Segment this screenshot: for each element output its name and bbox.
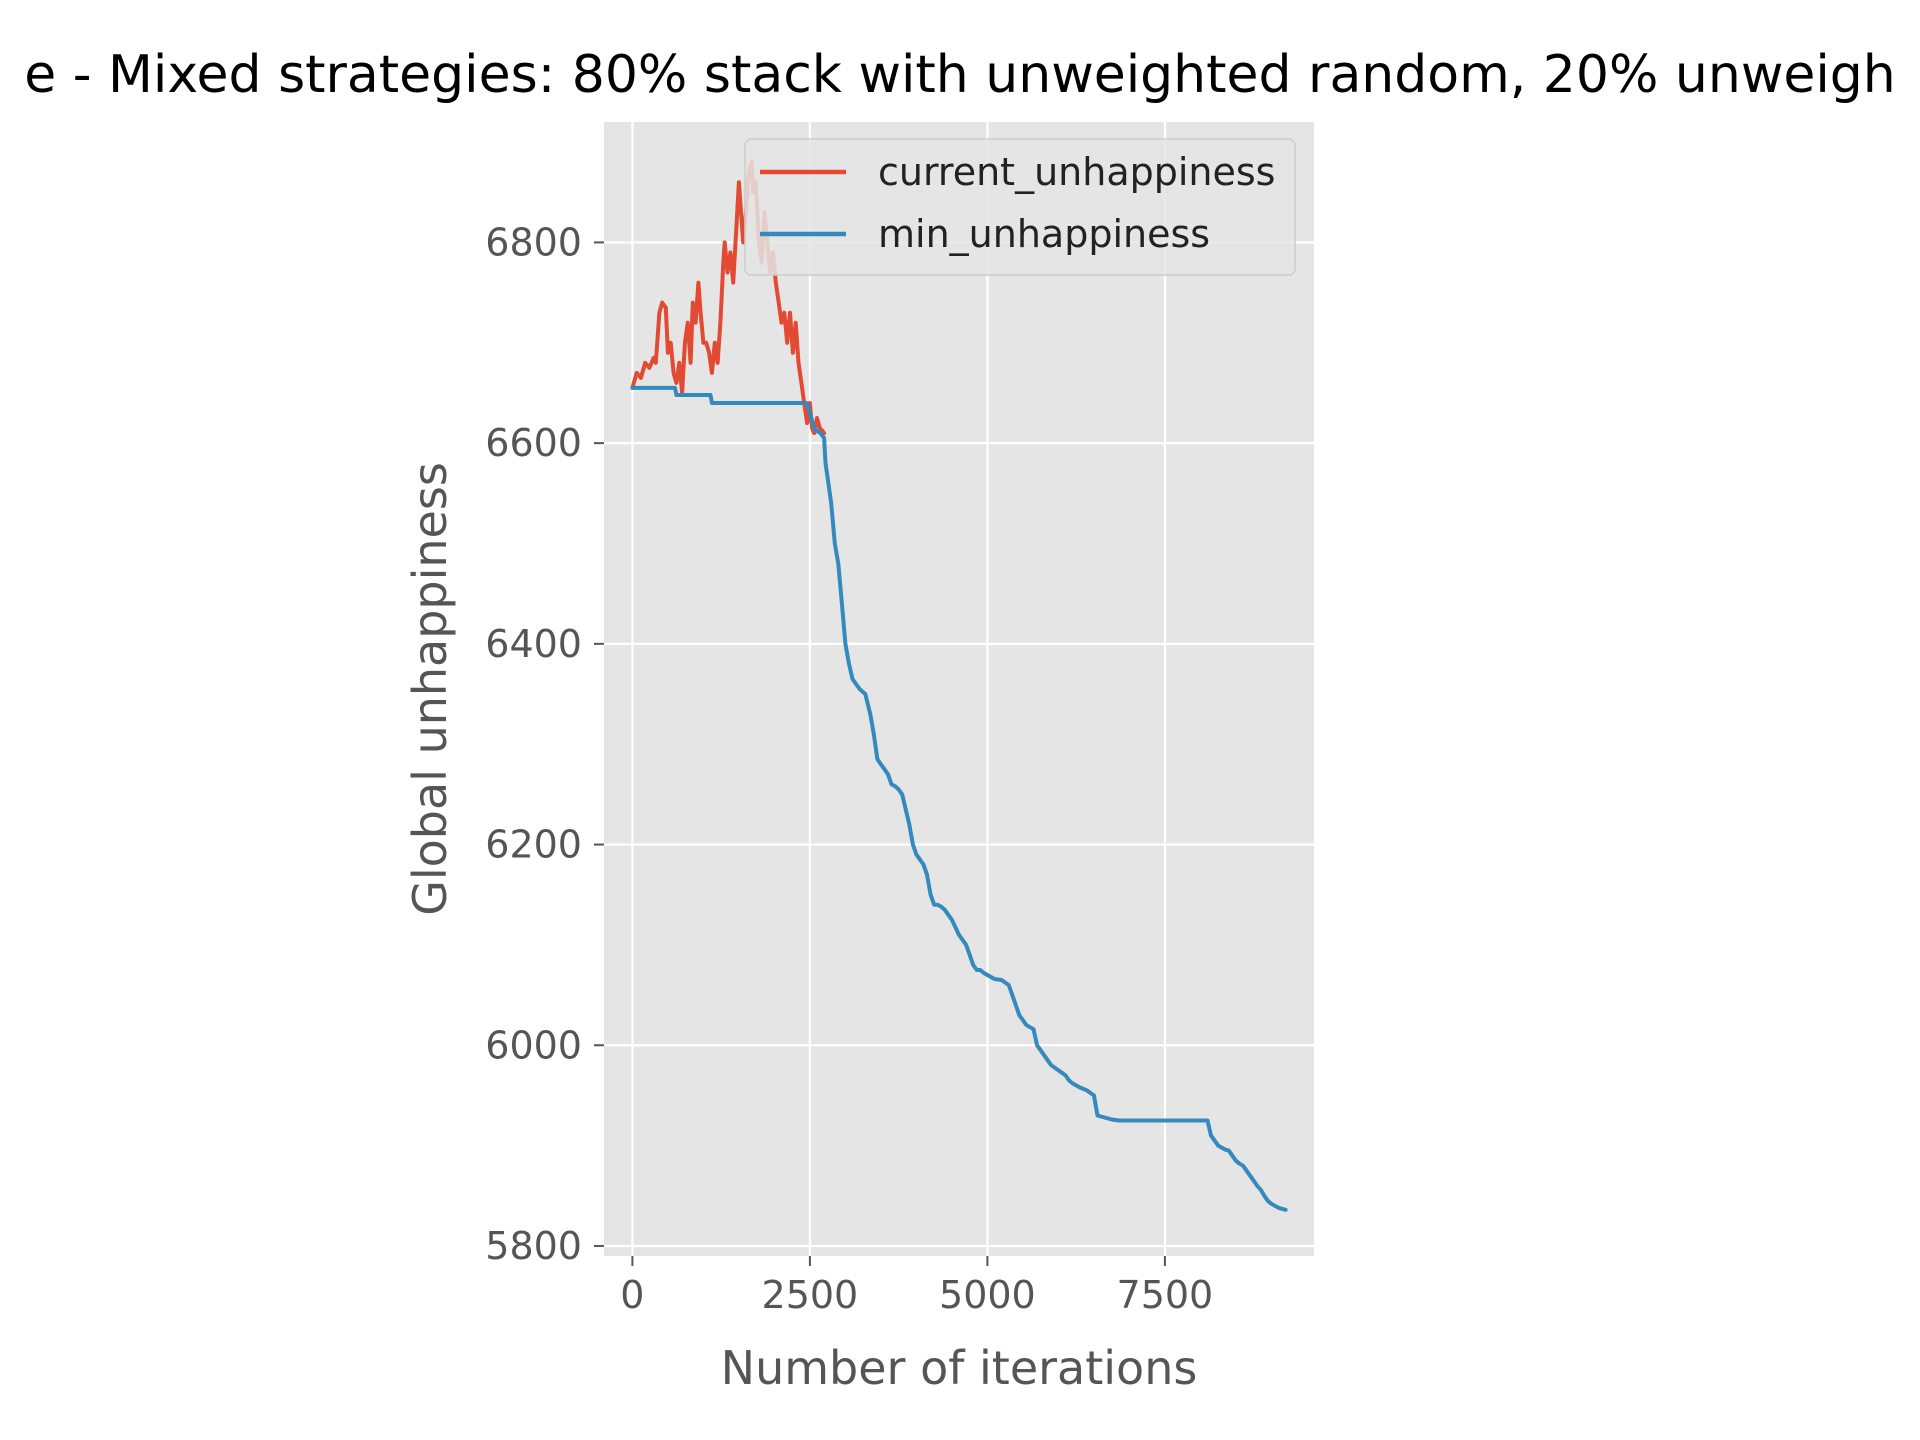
x-axis-label: Number of iterations — [721, 1341, 1198, 1395]
y-tick-label: 6800 — [485, 220, 582, 264]
y-axis-label: Global unhappiness — [403, 462, 457, 916]
series-layer — [630, 160, 1288, 1212]
y-tick-label: 6600 — [485, 421, 582, 465]
x-axis: 0 2500 5000 7500 — [620, 1256, 1213, 1317]
y-tick-label: 6000 — [485, 1023, 582, 1067]
y-tick-label: 6200 — [485, 823, 582, 867]
x-tick-label: 7500 — [1117, 1273, 1214, 1317]
y-tick-label: 5800 — [485, 1224, 582, 1268]
y-tick-label: 6400 — [485, 622, 582, 666]
legend-label: current_unhappiness — [878, 150, 1275, 194]
series-line-current-unhappiness — [630, 160, 827, 436]
x-tick-label: 2500 — [762, 1273, 859, 1317]
x-tick-label: 0 — [620, 1273, 644, 1317]
chart-title: e - Mixed strategies: 80% stack with unw… — [24, 45, 1896, 105]
legend-label: min_unhappiness — [878, 212, 1210, 256]
legend-box — [744, 138, 1296, 276]
legend: current_unhappiness min_unhappiness — [744, 138, 1296, 276]
series-line-min-unhappiness — [630, 385, 1288, 1212]
y-axis: 5800 6000 6200 6400 6600 6800 — [485, 220, 604, 1268]
x-tick-label: 5000 — [939, 1273, 1036, 1317]
plot-area — [604, 122, 1314, 1256]
